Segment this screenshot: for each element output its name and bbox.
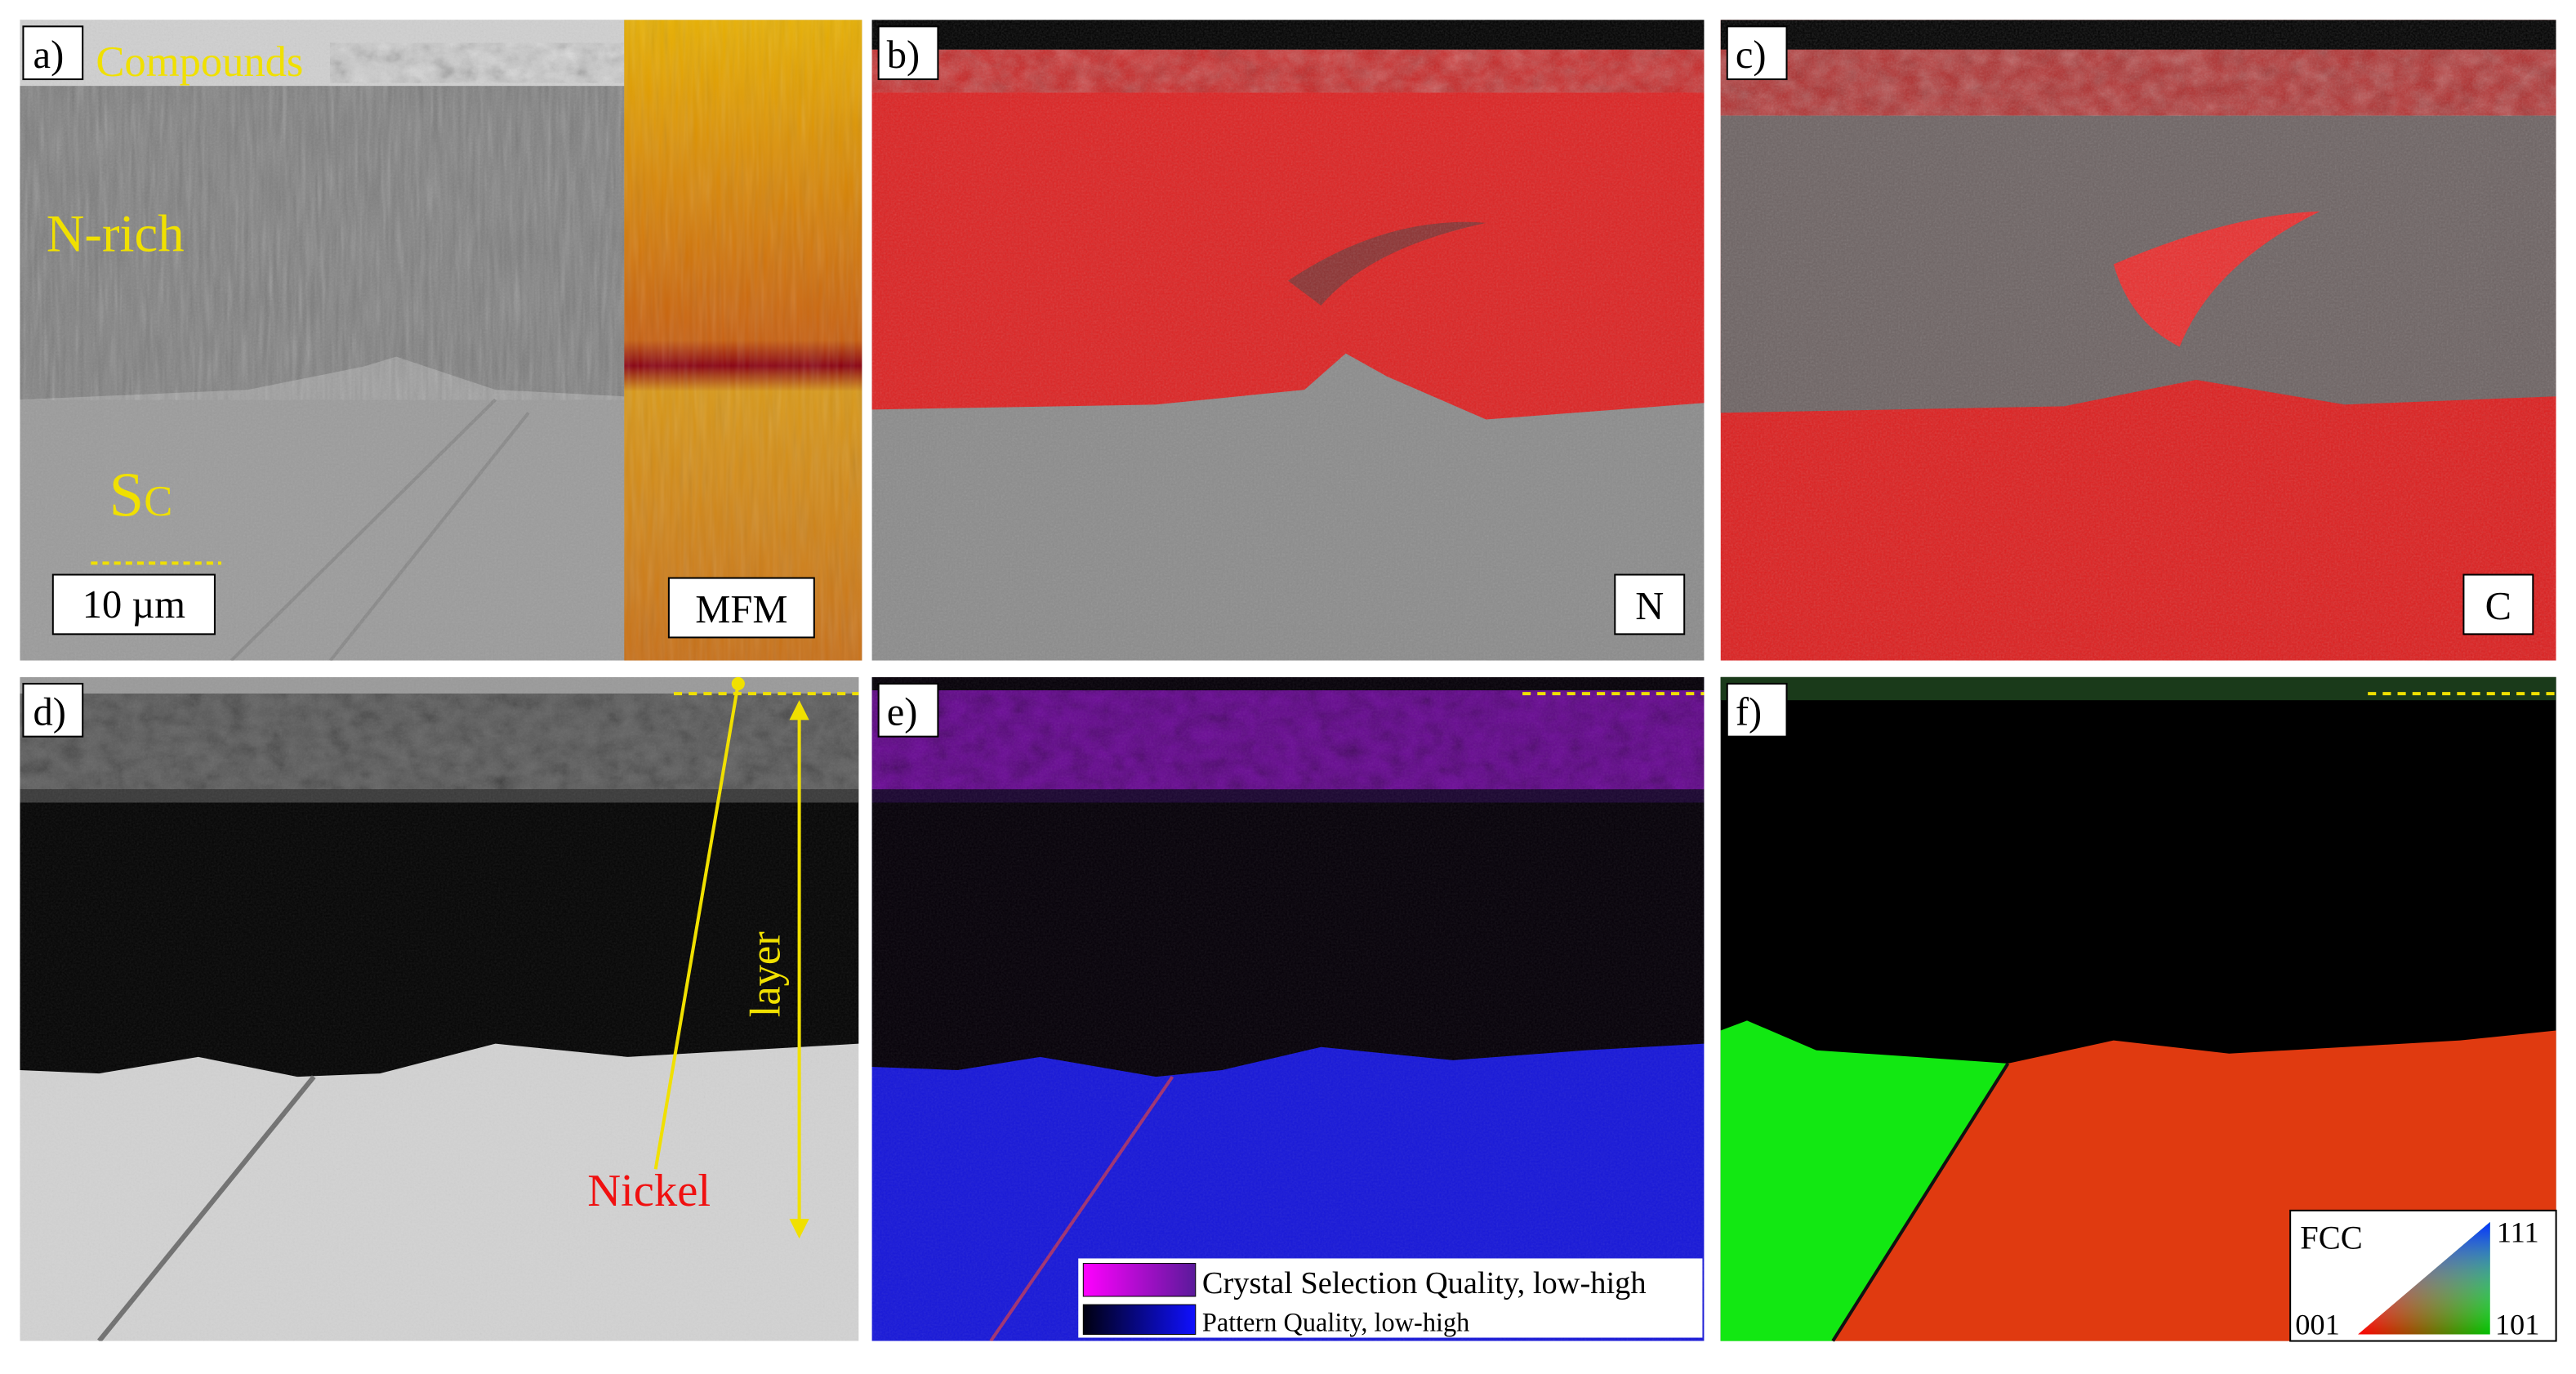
label-box [877,682,939,738]
label-box [1726,682,1788,738]
label-box [877,25,939,81]
annotation: S [109,460,145,529]
panel-a [20,20,862,661]
legend-swatch [1082,1263,1197,1297]
panel-b [871,20,1705,661]
ipf-corner: 001 [2295,1308,2340,1341]
surface-grains [1720,676,2556,701]
annotation: Nickel [587,1166,711,1216]
texture [1720,20,2556,661]
panel-label: b) [887,33,920,77]
panel-e [871,676,1705,1341]
annotation: Compounds [96,38,303,86]
texture [20,20,625,661]
ipf-title: FCC [2300,1219,2362,1256]
annotation: SC [109,460,173,529]
panel-label: d) [33,690,66,734]
grain-green [1720,1020,2008,1341]
scale-label: 10 µm [82,583,185,627]
grain-boundary [1831,1062,2010,1342]
element-label: N [1635,585,1664,628]
legend-label: Crystal Selection Quality, low-high [1202,1266,1647,1300]
label-box [22,25,84,81]
leader-line [653,683,740,1170]
label-box [2462,573,2534,636]
ipf-corner: 111 [2497,1216,2539,1248]
ipf-corner: 101 [2495,1308,2540,1341]
panel-label: f) [1736,690,1762,734]
legend-label: Pattern Quality, low-high [1202,1307,1469,1336]
element-label: C [2485,585,2511,628]
legend-swatch [1082,1304,1197,1335]
panel-d [20,676,859,1341]
marker [731,676,745,691]
annotation: C [144,478,172,525]
label-box [22,682,84,738]
panel-label: a) [33,33,65,77]
annotation: layer [742,931,789,1018]
texture [871,20,1705,661]
panel-label: c) [1736,33,1767,77]
label-box [1726,25,1788,81]
label-box [51,573,216,636]
panel-c [1720,20,2556,661]
texture [871,676,1705,1341]
texture [624,20,862,661]
panel-label: e) [887,690,918,734]
label-box [667,577,815,639]
label-box [1614,573,1686,636]
texture [20,676,859,1341]
inset-label: MFM [695,588,787,631]
annotation: N-rich [47,203,185,262]
